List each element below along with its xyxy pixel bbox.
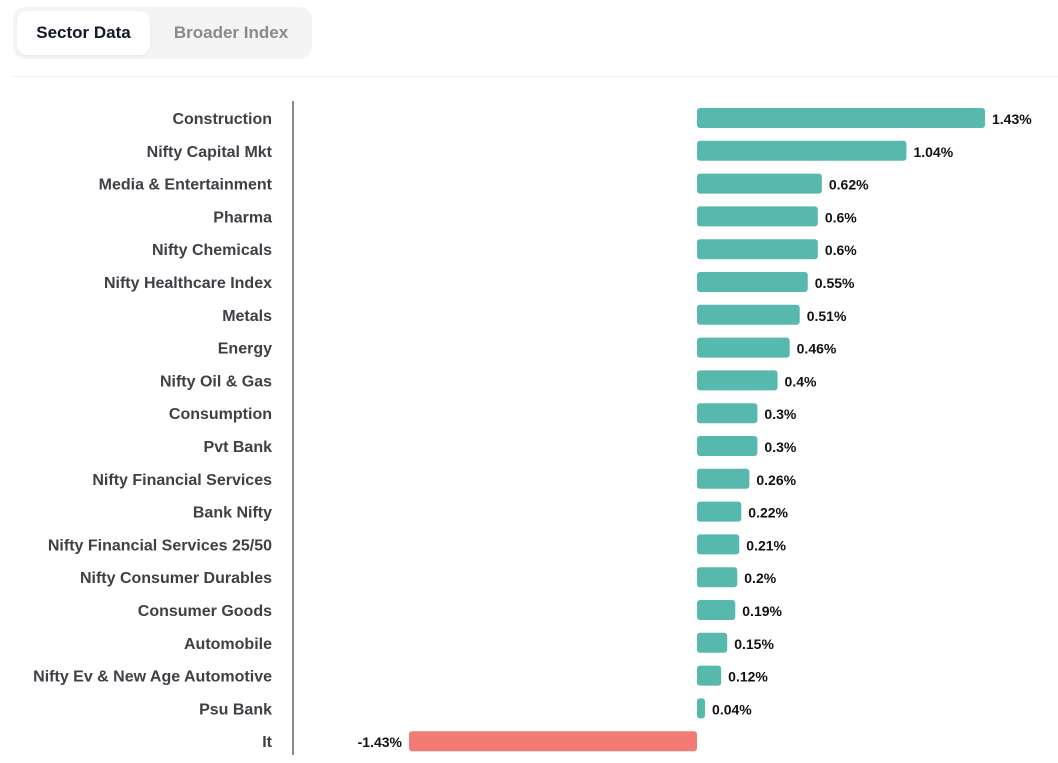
bar [697,370,778,391]
value-label: 0.2% [744,570,776,586]
value-label: 0.21% [746,537,786,553]
category-label: Nifty Capital Mkt [147,144,273,161]
value-label: 0.3% [764,406,796,422]
category-label: Nifty Financial Services 25/50 [48,537,272,554]
category-label: Pharma [213,209,272,226]
bar [697,272,808,292]
value-label: 0.51% [807,308,847,324]
value-label: 0.12% [728,669,768,685]
category-label: Nifty Financial Services [92,472,272,489]
bar [697,501,742,522]
value-label: 0.46% [797,341,837,357]
bar [697,173,822,194]
category-label: Consumer Goods [138,603,272,620]
bar [697,665,722,686]
value-label: 0.6% [825,209,857,225]
value-label: 0.19% [742,603,782,619]
category-label: Media & Entertainment [99,177,273,194]
category-label: Pvt Bank [204,439,273,456]
bar [697,206,818,227]
category-label: Psu Bank [199,701,272,718]
category-label: Nifty Consumer Durables [80,570,272,587]
category-label: It [262,734,272,751]
value-label: 0.55% [815,275,855,291]
tab-group: Sector Data Broader Index [13,7,312,59]
value-label: -1.43% [358,734,403,750]
value-label: 0.4% [785,373,817,389]
bar [697,468,750,489]
bar [697,600,736,620]
bar [697,239,818,260]
value-label: 0.3% [764,439,796,455]
tab-broader-index[interactable]: Broader Index [173,23,289,42]
value-label: 0.04% [712,701,752,717]
bar [697,567,738,588]
bar [697,403,758,424]
bar [697,534,740,555]
tab-sector-data[interactable]: Sector Data [17,11,150,55]
bar [697,304,800,325]
category-label: Bank Nifty [193,505,272,522]
bar [408,731,697,752]
category-label: Nifty Healthcare Index [104,275,272,292]
value-label: 0.22% [748,505,788,521]
header-divider [13,76,1058,77]
category-label: Automobile [184,636,272,653]
category-label: Consumption [169,406,272,423]
bar [697,436,758,456]
category-label: Nifty Oil & Gas [160,373,272,390]
value-label: 1.04% [913,144,953,160]
value-label: 0.26% [756,472,796,488]
category-label: Energy [218,341,272,358]
value-label: 0.62% [829,177,869,193]
bar [697,108,986,128]
category-label: Construction [172,111,272,128]
category-label: Metals [222,308,272,325]
bar [697,698,706,719]
category-label: Nifty Ev & New Age Automotive [33,669,272,686]
bar [697,632,728,653]
value-label: 0.15% [734,636,774,652]
bar [697,140,907,161]
value-label: 0.6% [825,242,857,258]
bar [697,337,790,358]
value-label: 1.43% [992,111,1032,127]
category-label: Nifty Chemicals [152,242,272,259]
